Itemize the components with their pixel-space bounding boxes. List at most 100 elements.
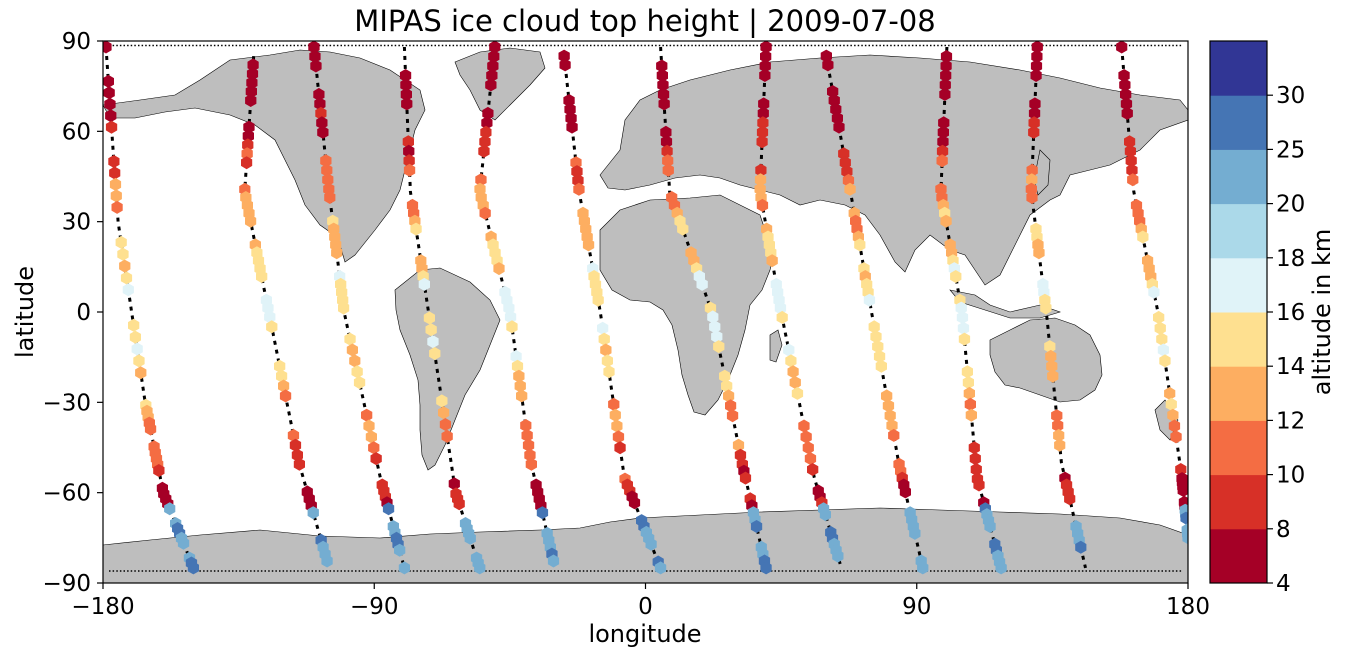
cloud-point xyxy=(400,78,412,92)
cloud-point xyxy=(403,144,415,158)
cloud-point xyxy=(344,332,356,346)
cloud-point xyxy=(316,116,328,130)
cloud-point xyxy=(958,332,971,346)
cloud-point xyxy=(524,448,536,462)
cloud-point xyxy=(563,94,575,107)
colorbar-tick-label: 8 xyxy=(1276,517,1291,543)
cloud-point xyxy=(884,409,896,423)
cloud-point xyxy=(399,69,412,82)
cloud-point xyxy=(1167,408,1179,422)
cloud-point xyxy=(658,97,670,111)
cloud-point xyxy=(739,471,752,485)
cloud-point xyxy=(363,419,375,433)
cloud-point xyxy=(511,359,524,373)
cloud-point xyxy=(572,173,584,187)
cloud-point xyxy=(759,59,771,73)
cloud-point xyxy=(1030,59,1043,73)
cloud-point xyxy=(711,330,723,344)
cloud-point xyxy=(628,496,641,510)
y-tick-label: 90 xyxy=(62,29,91,55)
cloud-point xyxy=(1127,173,1139,187)
cloud-point xyxy=(241,156,253,170)
cloud-point xyxy=(441,429,453,443)
x-tick-label: 90 xyxy=(902,594,931,620)
cloud-point xyxy=(758,97,770,111)
cloud-point xyxy=(1153,310,1165,324)
y-tick-label: 30 xyxy=(62,210,91,236)
cloud-point xyxy=(187,561,199,575)
cloud-point xyxy=(479,135,491,149)
cloud-point xyxy=(1156,332,1168,346)
land-eurasia xyxy=(599,54,1188,286)
cloud-point xyxy=(493,262,505,276)
cloud-point xyxy=(723,389,735,403)
cloud-point xyxy=(1028,125,1040,139)
cloud-point xyxy=(611,419,623,433)
cloud-point xyxy=(401,97,413,111)
cloud-point xyxy=(521,428,533,442)
colorbar-tick-label: 10 xyxy=(1276,463,1305,489)
cloud-point xyxy=(1170,430,1182,444)
cloud-point xyxy=(475,173,487,187)
cloud-point xyxy=(709,320,721,334)
cloud-point xyxy=(324,191,336,204)
cloud-point xyxy=(798,419,810,433)
cloud-point xyxy=(963,386,975,400)
cloud-point xyxy=(1182,531,1188,545)
cloud-point xyxy=(245,214,257,228)
cloud-point xyxy=(756,198,769,212)
cloud-point xyxy=(1168,419,1181,433)
cloud-point xyxy=(832,549,844,563)
cloud-point xyxy=(256,270,268,283)
cloud-point xyxy=(382,502,395,516)
cloud-point xyxy=(957,321,970,335)
cloud-point xyxy=(1030,69,1042,82)
cloud-point xyxy=(246,67,259,81)
plot-area xyxy=(103,41,1188,583)
cloud-point xyxy=(103,86,115,100)
cloud-point xyxy=(129,330,141,344)
cloud-point xyxy=(696,277,708,291)
cloud-point xyxy=(425,323,437,337)
land-indonesia xyxy=(949,289,1061,319)
chart-title: MIPAS ice cloud top height | 2009-07-08 xyxy=(354,4,935,38)
cloud-point xyxy=(1031,41,1043,54)
cloud-point xyxy=(109,166,121,180)
cloud-point xyxy=(241,147,253,161)
cloud-point xyxy=(732,438,745,452)
cloud-point xyxy=(346,343,358,357)
cloud-point xyxy=(939,87,951,101)
cloud-point xyxy=(482,106,494,120)
cloud-point xyxy=(514,379,526,393)
cloud-point xyxy=(1044,340,1056,354)
cloud-point xyxy=(657,78,669,92)
cloud-point xyxy=(516,389,528,403)
cloud-point xyxy=(464,531,476,545)
cloud-point xyxy=(603,365,615,379)
cloud-point xyxy=(968,441,980,455)
cloud-point xyxy=(448,477,460,491)
cloud-point xyxy=(844,182,856,196)
cloud-point xyxy=(504,310,517,324)
cloud-point xyxy=(111,200,123,214)
cloud-point xyxy=(108,155,120,168)
cloud-point xyxy=(242,138,254,152)
cloud-point xyxy=(506,320,518,334)
cloud-point xyxy=(321,554,333,568)
cloud-point xyxy=(660,125,672,139)
cloud-point xyxy=(873,349,886,363)
cloud-point xyxy=(1121,106,1133,120)
cloud-point xyxy=(785,354,797,368)
cloud-point xyxy=(489,41,501,54)
y-axis-label: latitude xyxy=(11,266,39,358)
cloud-point xyxy=(888,428,900,442)
cloud-point xyxy=(750,520,763,533)
cloud-point xyxy=(660,135,673,149)
y-tick-label: 60 xyxy=(62,119,91,145)
cloud-point xyxy=(863,293,876,307)
cloud-point xyxy=(984,520,996,533)
cloud-point xyxy=(314,97,326,111)
cloud-point xyxy=(1054,438,1066,452)
cloud-point xyxy=(592,293,604,307)
colorbar-label: altitude in km xyxy=(1308,229,1336,396)
